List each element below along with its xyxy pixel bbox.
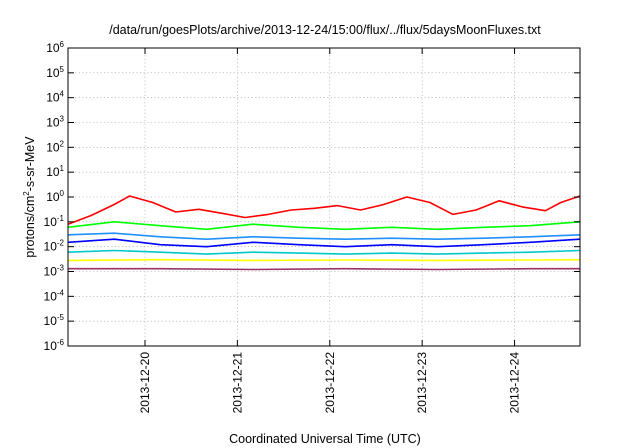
y-tick-label: 104 (46, 90, 64, 105)
x-tick-label: 2013-12-21 (230, 352, 244, 414)
y-tick-label-exp: 1 (60, 164, 65, 173)
y-tick-labels: 10-610-510-410-310-210-11001011021031041… (44, 40, 65, 353)
y-axis-label-post: -s-sr-MeV (23, 136, 37, 192)
y-tick-label-base: 10 (46, 41, 60, 55)
y-tick-label: 10-6 (44, 338, 65, 353)
y-tick-label: 10-5 (44, 313, 65, 328)
y-tick-label-exp: -4 (57, 288, 65, 297)
y-tick-label-base: 10 (46, 140, 60, 154)
grid (68, 48, 580, 346)
series-line-4 (67, 249, 581, 255)
y-tick-label-exp: 4 (60, 90, 65, 99)
y-tick-label: 10-1 (44, 214, 65, 229)
y-tick-label-exp: 3 (60, 115, 65, 124)
x-tick-label: 2013-12-20 (138, 352, 152, 414)
y-tick-label-exp: -5 (57, 313, 65, 322)
series-line-6 (68, 267, 580, 271)
series-line-1 (67, 221, 581, 231)
y-tick-label-base: 10 (46, 66, 60, 80)
y-axis-label-pre: protons/cm (23, 196, 37, 258)
y-tick-label-base: 10 (44, 240, 58, 254)
y-axis-label: protons/cm2-s-sr-MeV (22, 136, 37, 258)
y-tick-label-base: 10 (44, 314, 58, 328)
y-tick-label-exp: -1 (57, 214, 65, 223)
y-tick-label-base: 10 (44, 265, 58, 279)
y-tick-label-exp: 2 (60, 139, 65, 148)
series-layer (67, 195, 581, 271)
x-tick-label: 2013-12-24 (508, 352, 522, 414)
y-tick-label-exp: -2 (57, 239, 65, 248)
y-tick-label: 10-3 (44, 264, 65, 279)
y-tick-label: 10-4 (44, 288, 65, 303)
y-tick-label: 106 (46, 40, 64, 55)
y-tick-label: 105 (46, 65, 64, 80)
y-tick-label-base: 10 (44, 339, 58, 353)
y-tick-label-base: 10 (44, 215, 58, 229)
y-tick-label-exp: -3 (57, 264, 65, 273)
series-line-5 (67, 258, 581, 262)
x-tick-label: 2013-12-22 (323, 352, 337, 414)
y-tick-label-base: 10 (46, 91, 60, 105)
y-tick-label: 103 (46, 115, 64, 130)
y-axis-label-sup: 2 (22, 191, 31, 196)
series-line-0 (67, 195, 581, 225)
y-tick-label: 10-2 (44, 239, 65, 254)
series-line-3 (67, 232, 581, 240)
y-tick-label-exp: 6 (60, 40, 65, 49)
series-line-2 (67, 238, 581, 248)
x-tick-labels: 2013-12-20 2013-12-21 2013-12-22 2013-12-23… (138, 352, 522, 414)
y-tick-label-base: 10 (44, 289, 58, 303)
x-axis-label: Coordinated Universal Time (UTC) (229, 432, 421, 446)
y-tick-label-exp: 0 (60, 189, 65, 198)
x-tick-label: 2013-12-23 (415, 352, 429, 414)
tick-marks (68, 47, 580, 347)
y-tick-label-exp: -6 (57, 338, 65, 347)
y-tick-label-base: 10 (46, 116, 60, 130)
y-tick-label-exp: 5 (60, 65, 65, 74)
y-tick-label: 101 (46, 164, 64, 179)
chart-title: /data/run/goesPlots/archive/2013-12-24/1… (109, 23, 541, 37)
y-tick-label-base: 10 (46, 165, 60, 179)
y-tick-label: 100 (46, 189, 64, 204)
y-tick-label: 102 (46, 139, 64, 154)
y-tick-label-base: 10 (46, 190, 60, 204)
